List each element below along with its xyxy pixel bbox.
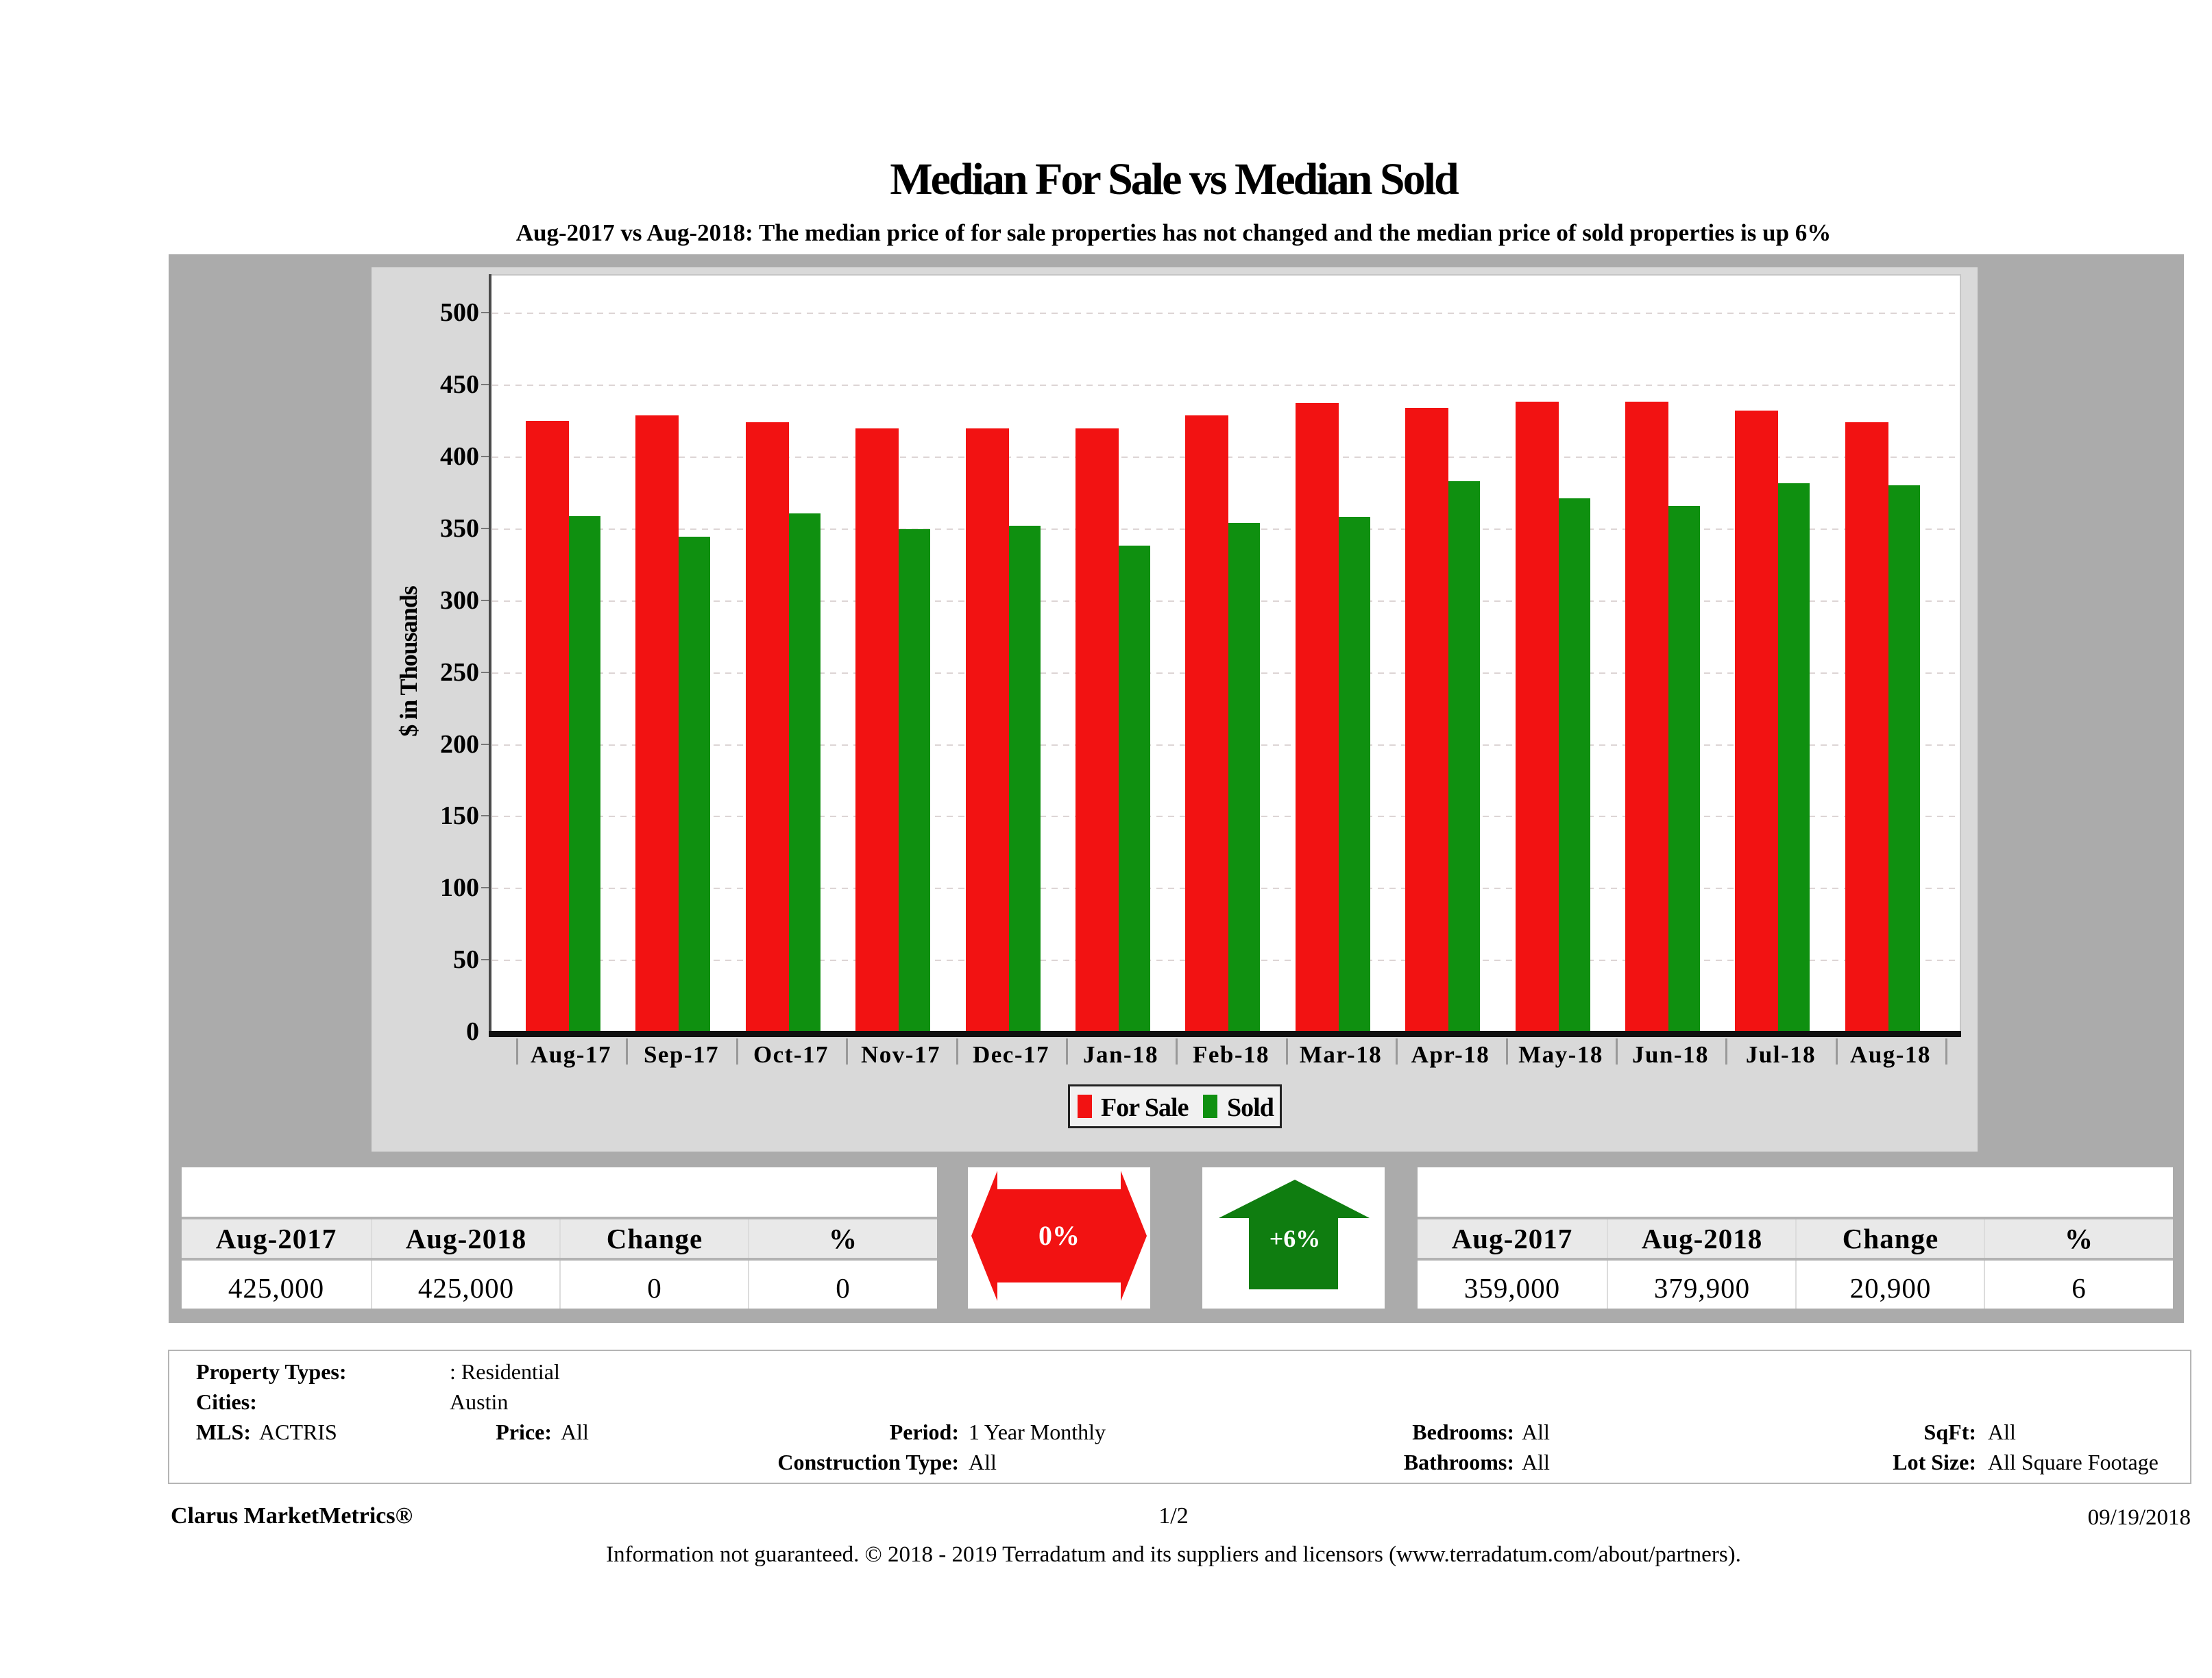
svg-text:0%: 0%	[1038, 1220, 1080, 1251]
svg-text:+6%: +6%	[1269, 1225, 1321, 1252]
